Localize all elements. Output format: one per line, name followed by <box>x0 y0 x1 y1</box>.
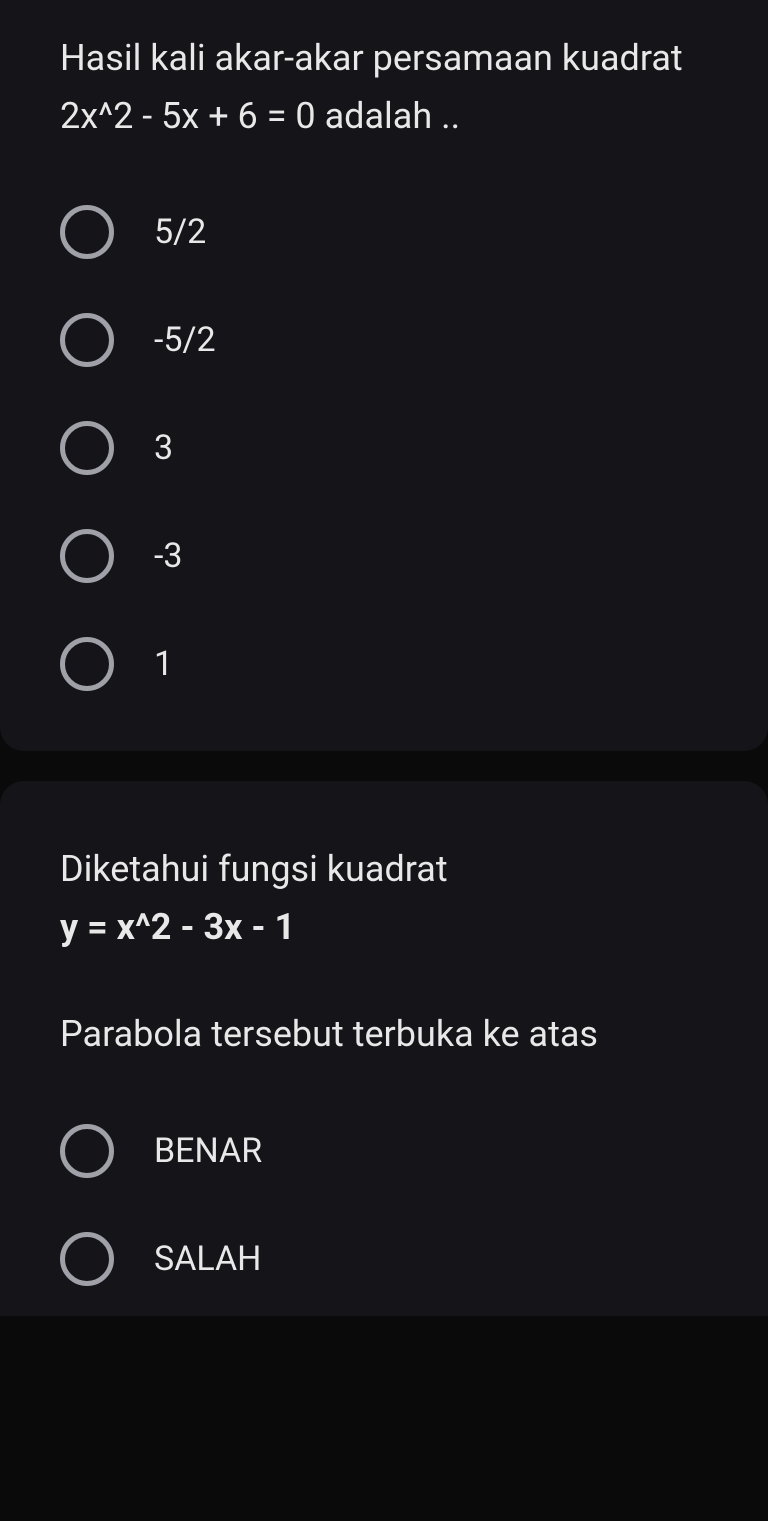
option-label: SALAH <box>154 1239 261 1279</box>
option-1-5[interactable]: 1 <box>60 637 708 691</box>
option-label: 5/2 <box>154 212 206 252</box>
option-2-1[interactable]: BENAR <box>60 1124 708 1178</box>
radio-icon <box>60 313 114 367</box>
radio-icon <box>60 529 114 583</box>
question-card-2: Diketahui fungsi kuadrat y = x^2 - 3x - … <box>0 781 768 1316</box>
question-line: Diketahui fungsi kuadrat <box>60 841 708 899</box>
option-1-3[interactable]: 3 <box>60 421 708 475</box>
radio-icon <box>60 421 114 475</box>
option-label: -3 <box>154 536 183 576</box>
option-1-1[interactable]: 5/2 <box>60 205 708 259</box>
option-1-2[interactable]: -5/2 <box>60 313 708 367</box>
options-group-2: BENAR SALAH <box>60 1124 708 1286</box>
options-group-1: 5/2 -5/2 3 -3 1 <box>60 205 708 691</box>
radio-icon <box>60 637 114 691</box>
option-2-2[interactable]: SALAH <box>60 1232 708 1286</box>
radio-icon <box>60 1124 114 1178</box>
question-line: Parabola tersebut terbuka ke atas <box>60 1006 708 1064</box>
question-card-1: Hasil kali akar-akar persamaan kuadrat 2… <box>0 0 768 751</box>
option-1-4[interactable]: -3 <box>60 529 708 583</box>
question-text-2: Diketahui fungsi kuadrat y = x^2 - 3x - … <box>60 841 708 1064</box>
radio-icon <box>60 205 114 259</box>
question-line: Hasil kali akar-akar persamaan kuadrat <box>60 30 708 88</box>
option-label: 1 <box>154 644 173 684</box>
question-text-1: Hasil kali akar-akar persamaan kuadrat 2… <box>60 30 708 145</box>
radio-icon <box>60 1232 114 1286</box>
question-line: y = x^2 - 3x - 1 <box>60 899 708 957</box>
option-label: -5/2 <box>154 320 216 360</box>
question-line: 2x^2 - 5x + 6 = 0 adalah .. <box>60 88 708 146</box>
option-label: BENAR <box>154 1131 262 1171</box>
option-label: 3 <box>154 428 173 468</box>
